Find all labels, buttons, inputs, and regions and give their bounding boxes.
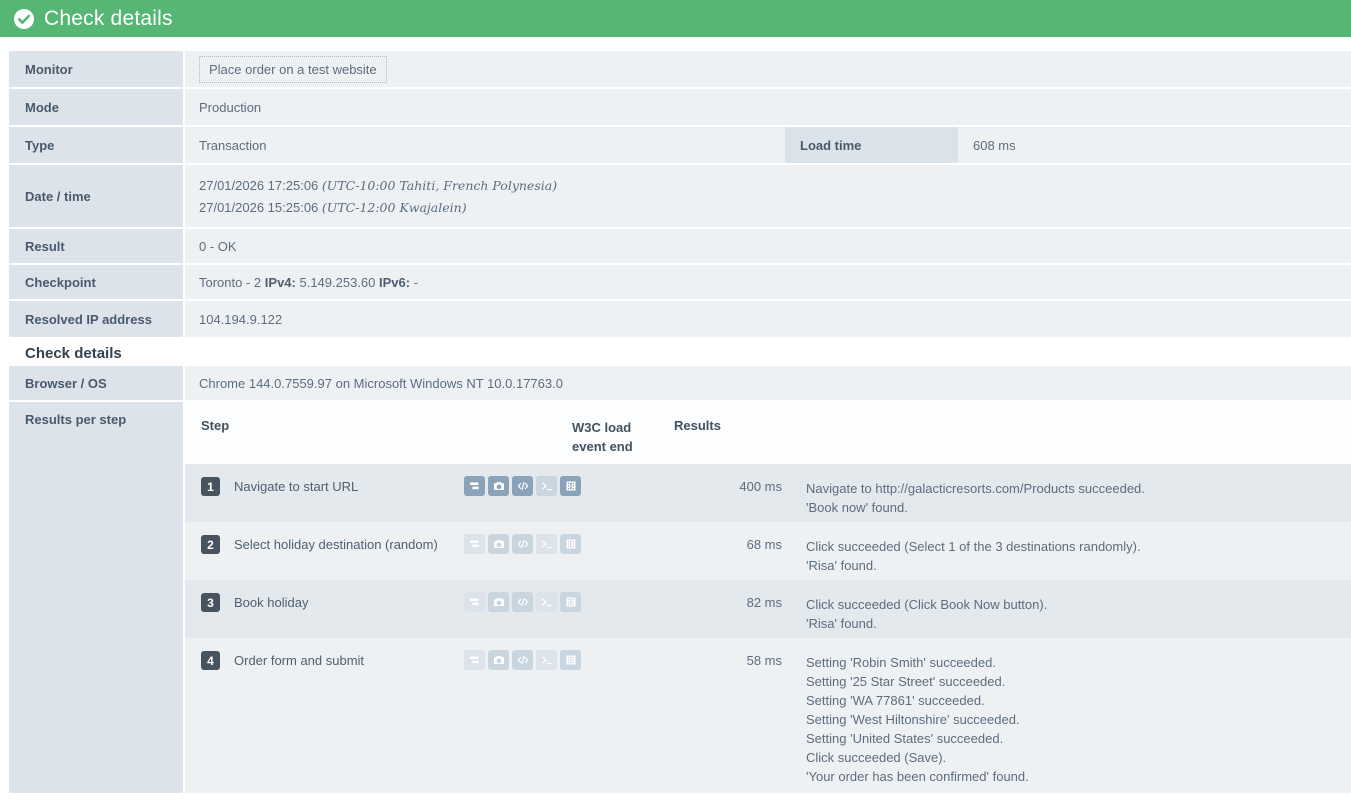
step-number-badge: 1 xyxy=(201,477,220,496)
waterfall-icon[interactable] xyxy=(464,650,485,670)
film-icon[interactable] xyxy=(560,592,581,612)
datetime-2: 27/01/2026 15:25:06 xyxy=(199,199,319,215)
browser-os-value: Chrome 144.0.7559.97 on Microsoft Window… xyxy=(185,366,1351,400)
waterfall-icon[interactable] xyxy=(464,534,485,554)
step-results: Click succeeded (Select 1 of the 3 desti… xyxy=(806,539,1141,573)
datetime-1: 27/01/2026 17:25:06 xyxy=(199,177,319,193)
step-action-icons xyxy=(464,650,606,670)
monitor-value-cell: Place order on a test website xyxy=(185,51,1351,87)
step-row: 2 Select holiday destination (random) 68… xyxy=(185,522,1351,580)
step-row: 3 Book holiday 82 ms Click succeeded (Cl… xyxy=(185,580,1351,638)
step-load-time: 58 ms xyxy=(746,653,782,668)
browser-os-label: Browser / OS xyxy=(9,366,183,400)
step-results: Navigate to http://galacticresorts.com/P… xyxy=(806,481,1145,515)
row-browser-os: Browser / OS Chrome 144.0.7559.97 on Mic… xyxy=(9,366,1351,400)
step-number-badge: 3 xyxy=(201,593,220,612)
column-w3c-load-event-end: W3C load event end xyxy=(572,420,633,454)
column-results: Results xyxy=(674,418,721,433)
load-time-value: 608 ms xyxy=(973,137,1016,153)
step-number-badge: 2 xyxy=(201,535,220,554)
row-type: Type Transaction Load time 608 ms xyxy=(9,127,1351,163)
code-icon[interactable] xyxy=(512,534,533,554)
load-time-label: Load time xyxy=(785,127,958,163)
check-circle-icon xyxy=(14,8,34,29)
film-icon[interactable] xyxy=(560,476,581,496)
row-datetime: Date / time 27/01/2026 17:25:06 (UTC-10:… xyxy=(9,165,1351,227)
camera-icon[interactable] xyxy=(488,650,509,670)
monitor-name-link[interactable]: Place order on a test website xyxy=(199,55,387,83)
datetime-line-1: 27/01/2026 17:25:06 (UTC-10:00 Tahiti, F… xyxy=(199,178,557,193)
step-number-badge: 4 xyxy=(201,651,220,670)
mode-label: Mode xyxy=(9,89,183,125)
row-checkpoint: Checkpoint Toronto - 2 IPv4: 5.149.253.6… xyxy=(9,265,1351,299)
terminal-icon[interactable] xyxy=(536,534,557,554)
terminal-icon[interactable] xyxy=(536,592,557,612)
ipv4-label: IPv4: xyxy=(264,274,296,290)
step-row: 4 Order form and submit 58 ms Setting 'R… xyxy=(185,638,1351,793)
type-value: Transaction xyxy=(199,137,267,153)
row-mode: Mode Production xyxy=(9,89,1351,125)
ipv6-value: - xyxy=(413,274,419,290)
section-heading: Check details xyxy=(9,339,1351,366)
timezone-1: (UTC-10:00 Tahiti, French Polynesia) xyxy=(321,177,558,193)
waterfall-icon[interactable] xyxy=(464,476,485,496)
row-result: Result 0 - OK xyxy=(9,229,1351,263)
step-name: Navigate to start URL xyxy=(234,479,359,494)
steps-table: Step W3C load event end Results 1 Naviga… xyxy=(185,402,1351,793)
code-icon[interactable] xyxy=(512,592,533,612)
page-header: Check details xyxy=(0,0,1351,37)
mode-value: Production xyxy=(185,89,1351,125)
film-icon[interactable] xyxy=(560,650,581,670)
result-label: Result xyxy=(9,229,183,263)
result-value: 0 - OK xyxy=(185,229,1351,263)
ipv6-label: IPv6: xyxy=(379,274,411,290)
checkpoint-value-cell: Toronto - 2 IPv4: 5.149.253.60 IPv6: - xyxy=(185,265,1351,299)
film-icon[interactable] xyxy=(560,534,581,554)
step-load-time: 82 ms xyxy=(746,595,782,610)
step-row: 1 Navigate to start URL 400 ms Navigate … xyxy=(185,464,1351,522)
step-name: Order form and submit xyxy=(234,653,365,668)
step-results: Setting 'Robin Smith' succeeded. Setting… xyxy=(806,655,1029,784)
checkpoint-name: Toronto - 2 xyxy=(199,274,262,290)
code-icon[interactable] xyxy=(512,650,533,670)
terminal-icon[interactable] xyxy=(536,650,557,670)
steps-table-header: Step W3C load event end Results xyxy=(185,402,1351,464)
step-action-icons xyxy=(464,534,606,554)
ipv4-value: 5.149.253.60 xyxy=(299,274,376,290)
datetime-line-2: 27/01/2026 15:25:06 (UTC-12:00 Kwajalein… xyxy=(199,200,467,215)
step-action-icons xyxy=(464,592,606,612)
step-name: Book holiday xyxy=(234,595,309,610)
timezone-2: (UTC-12:00 Kwajalein) xyxy=(321,199,467,215)
camera-icon[interactable] xyxy=(488,476,509,496)
camera-icon[interactable] xyxy=(488,592,509,612)
step-load-time: 400 ms xyxy=(739,479,782,494)
row-resolved-ip: Resolved IP address 104.194.9.122 xyxy=(9,301,1351,337)
row-monitor: Monitor Place order on a test website xyxy=(9,51,1351,87)
terminal-icon[interactable] xyxy=(536,476,557,496)
camera-icon[interactable] xyxy=(488,534,509,554)
step-results: Click succeeded (Click Book Now button).… xyxy=(806,597,1048,631)
resolved-ip-label: Resolved IP address xyxy=(9,301,183,337)
step-action-icons xyxy=(464,476,606,496)
code-icon[interactable] xyxy=(512,476,533,496)
waterfall-icon[interactable] xyxy=(464,592,485,612)
results-per-step-label: Results per step xyxy=(9,402,183,793)
step-load-time: 68 ms xyxy=(746,537,782,552)
step-name: Select holiday destination (random) xyxy=(234,537,438,552)
resolved-ip-value: 104.194.9.122 xyxy=(185,301,1351,337)
datetime-label: Date / time xyxy=(9,165,183,227)
row-results-per-step: Results per step Step W3C load event end… xyxy=(9,402,1351,793)
page-title: Check details xyxy=(44,6,173,30)
column-step: Step xyxy=(201,418,230,433)
type-value-cell: Transaction Load time 608 ms xyxy=(185,127,1351,163)
monitor-label: Monitor xyxy=(9,51,183,87)
checkpoint-label: Checkpoint xyxy=(9,265,183,299)
datetime-value-cell: 27/01/2026 17:25:06 (UTC-10:00 Tahiti, F… xyxy=(185,165,1351,227)
type-label: Type xyxy=(9,127,183,163)
